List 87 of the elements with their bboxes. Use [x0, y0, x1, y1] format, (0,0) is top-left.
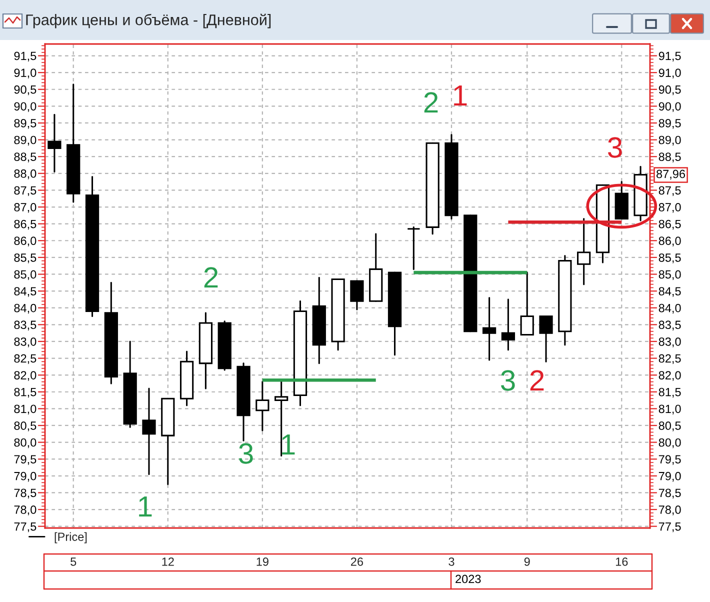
annotation: 2	[204, 267, 218, 288]
y-tick-label: 87,5	[14, 186, 36, 196]
y-tick-label: 84,0	[14, 304, 36, 314]
y-tick-label: 78,5	[14, 488, 36, 498]
y-tick-label: 83,5	[14, 320, 36, 330]
y2-tick-label: 79,0	[658, 472, 681, 482]
y-tick-label: 81,0	[14, 404, 36, 414]
y2-tick-label: 81,5	[658, 388, 681, 398]
y-tick-label: 87,0	[14, 203, 36, 213]
y2-tick-label: 79,5	[658, 455, 681, 465]
y-tick-label: 88,5	[14, 152, 36, 162]
candlestick	[256, 381, 270, 432]
x-tick-label: 16	[616, 557, 628, 566]
y-tick-label: 78,0	[14, 506, 36, 516]
y-tick-label: 82,0	[14, 371, 36, 381]
candlestick	[48, 114, 62, 172]
y2-tick-label: 89,5	[658, 119, 681, 129]
legend-label: [Price]	[54, 532, 87, 544]
annotation: 2	[424, 92, 438, 113]
y2-tick-label: 83,5	[658, 320, 681, 330]
candlestick	[501, 298, 516, 351]
y2-tick-label: 88,5	[658, 152, 681, 162]
y-tick-label: 85,5	[14, 253, 36, 264]
y-tick-label: 80,5	[14, 422, 36, 432]
y2-tick-label: 90,5	[658, 85, 681, 96]
y-tick-label: 91,5	[14, 52, 36, 62]
y2-tick-label: 84,0	[658, 304, 681, 314]
y-tick-label: 86,5	[14, 220, 36, 230]
y-tick-label: 79,0	[14, 472, 36, 482]
candlestick	[406, 226, 420, 270]
y2-tick-label: 85,5	[658, 253, 681, 264]
y-tick-label: 90,5	[14, 85, 36, 96]
y-tick-label: 88,0	[14, 169, 36, 180]
y2-tick-label: 82,5	[658, 354, 681, 364]
x-tick-label: 3	[448, 557, 454, 566]
x-tick-label: 12	[162, 557, 174, 566]
y2-tick-label: 87,5	[658, 186, 681, 196]
y-tick-label: 91,0	[14, 68, 36, 78]
candlestick	[577, 218, 591, 286]
annotation: 3	[239, 443, 253, 464]
y-tick-label: 83,0	[14, 337, 36, 348]
annotation: 3	[608, 137, 622, 158]
y-tick-label: 79,5	[14, 455, 36, 465]
y2-tick-label: 84,5	[658, 287, 681, 297]
y-tick-label: 89,0	[14, 136, 36, 146]
y2-tick-label: 86,5	[658, 220, 681, 230]
y-tick-label: 84,5	[14, 287, 36, 297]
x-tick-label: 19	[256, 557, 268, 566]
y-tick-label: 85,0	[14, 270, 36, 280]
y-tick-label: 90,0	[14, 102, 36, 112]
y2-tick-label: 81,0	[658, 404, 681, 414]
y-tick-label: 80,0	[14, 438, 36, 448]
y-tick-label: 77,5	[14, 522, 36, 532]
y2-tick-label: 83,0	[658, 337, 681, 348]
x-tick-label: 9	[524, 557, 530, 566]
y-tick-label: 86,0	[14, 236, 36, 246]
annotation: 1	[454, 85, 467, 106]
annotation: 2	[530, 370, 544, 391]
annotation: 1	[139, 496, 152, 517]
y2-tick-label: 91,0	[658, 68, 681, 78]
text: 2023	[456, 574, 481, 584]
candlestick	[482, 297, 496, 361]
y2-tick-label: 82,0	[658, 371, 681, 381]
y-tick-label: 89,5	[14, 119, 36, 129]
y2-tick-label: 87,0	[658, 203, 681, 213]
y2-tick-label: 90,0	[658, 102, 681, 112]
candlestick	[520, 272, 534, 336]
y2-tick-label: 86,0	[658, 236, 681, 246]
y-tick-label: 81,5	[14, 388, 36, 398]
chart-title: График цены и объёма - [Дневной]	[26, 14, 271, 28]
y2-tick-label: 78,0	[658, 506, 681, 516]
y2-tick-label: 91,5	[658, 52, 681, 62]
y2-tick-label: 85,0	[658, 270, 681, 280]
y2-tick-label: 80,5	[658, 422, 681, 432]
y2-tick-label: 89,0	[658, 136, 681, 146]
annotation: 1	[282, 434, 295, 455]
candlestick	[350, 280, 364, 310]
candlestick	[539, 315, 553, 362]
candlestick	[142, 388, 156, 475]
y-tick-label: 82,5	[14, 354, 36, 364]
annotation: 3	[501, 370, 515, 391]
text: 87,96	[656, 170, 686, 180]
y2-tick-label: 78,5	[658, 488, 681, 498]
x-tick-label: 5	[70, 558, 76, 566]
y2-tick-label: 80,0	[658, 438, 681, 448]
x-tick-label: 26	[350, 557, 363, 566]
y2-tick-label: 77,5	[658, 522, 681, 532]
